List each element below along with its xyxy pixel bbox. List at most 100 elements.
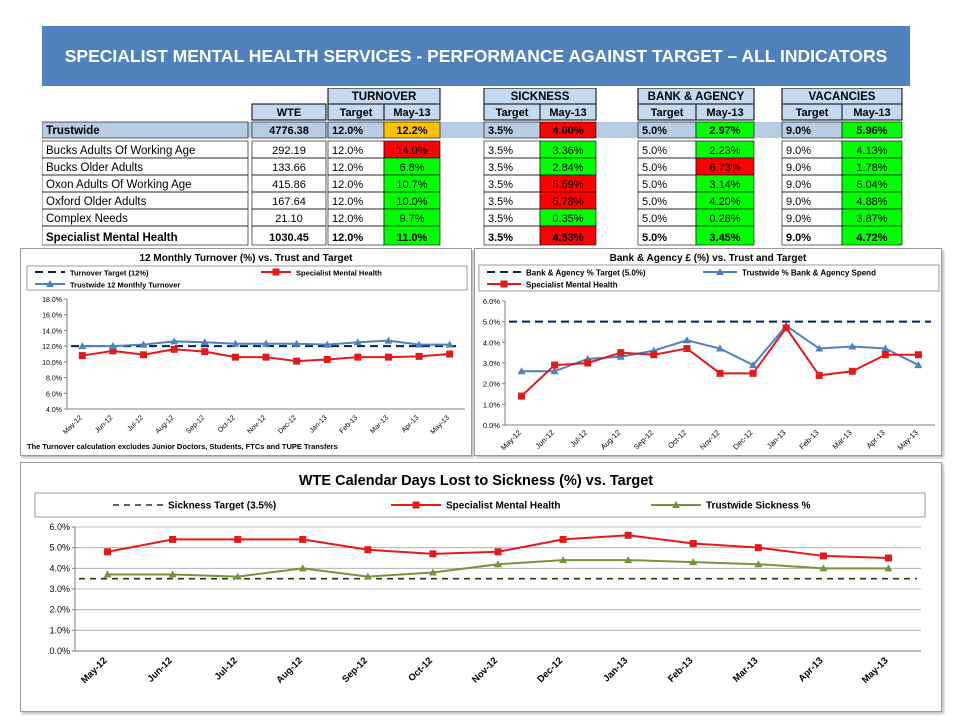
data-point: [517, 367, 526, 375]
row-label: Trustwide: [46, 125, 100, 137]
data-point: [354, 353, 362, 361]
sub-header-label: May-13: [706, 107, 743, 119]
table-value: 2.97%: [709, 125, 740, 137]
bank-agency-chart: Bank & Agency £ (%) vs. Trust and Target…: [478, 253, 940, 452]
y-tick-label: 4.0%: [46, 407, 62, 414]
sub-header-label: Target: [340, 107, 373, 119]
x-tick-label: Jul-12: [127, 414, 146, 433]
y-tick-label: 8.0%: [46, 376, 62, 383]
table-value: 9.0%: [786, 213, 811, 225]
table-value: 0.35%: [552, 213, 583, 225]
table-value: 5.59%: [552, 179, 583, 191]
turnover-chart-panel: 12 Monthly Turnover (%) vs. Trust and Ta…: [20, 248, 472, 456]
x-tick-label: Apr-13: [796, 655, 825, 684]
y-tick-label: 0.0%: [49, 646, 70, 656]
data-point: [104, 548, 112, 556]
table-cell: [383, 121, 441, 139]
table-value: 12.0%: [332, 213, 363, 225]
data-point: [262, 339, 270, 347]
x-tick-label: Mar-13: [731, 655, 760, 684]
x-tick-label: May-13: [860, 655, 891, 686]
sub-header-cell: [251, 103, 327, 121]
table-cell: [695, 121, 755, 139]
data-point: [363, 572, 372, 580]
data-point: [494, 560, 502, 568]
table-value: 133.66: [272, 162, 306, 174]
row-label: Oxon Adults Of Working Age: [46, 179, 192, 191]
data-point: [78, 352, 86, 360]
data-point: [494, 548, 502, 556]
table-value: 9.0%: [786, 162, 811, 174]
table-value: 3.5%: [488, 232, 513, 244]
data-point: [415, 340, 424, 348]
sub-header-cell: [383, 103, 441, 121]
table-value: 4.13%: [856, 145, 887, 157]
data-point: [140, 351, 148, 359]
x-tick-label: Jun-12: [533, 428, 556, 451]
table-value: 21.10: [275, 213, 303, 225]
y-tick-label: 1.0%: [49, 625, 70, 635]
x-tick-label: Dec-12: [277, 414, 298, 435]
table-cell: [42, 121, 249, 139]
data-point: [108, 342, 117, 350]
x-tick-label: Dec-12: [535, 655, 565, 685]
sickness-chart: WTE Calendar Days Lost to Sickness (%) v…: [34, 473, 926, 686]
y-tick-label: 6.0%: [49, 522, 70, 532]
chart-title: Bank & Agency £ (%) vs. Trust and Target: [610, 253, 807, 264]
table-cell: [539, 225, 597, 246]
group-header-label: TURNOVER: [352, 91, 417, 103]
data-point: [233, 572, 242, 580]
legend-label: Turnover Target (12%): [70, 269, 149, 278]
table-value: 1.78%: [856, 162, 887, 174]
table-value: 3.14%: [709, 179, 740, 191]
x-tick-label: Oct-12: [666, 428, 688, 450]
x-tick-label: Oct-12: [217, 414, 237, 434]
table-value: 5.96%: [856, 125, 887, 137]
data-point: [168, 570, 177, 578]
table-value: 12.0%: [332, 196, 363, 208]
x-tick-label: Feb-13: [797, 428, 820, 451]
data-point: [500, 280, 508, 288]
data-point: [231, 353, 239, 361]
legend-box: [34, 492, 926, 518]
table-value: 415.86: [272, 179, 306, 191]
page-title: SPECIALIST MENTAL HEALTH SERVICES - PERF…: [42, 26, 910, 86]
data-point: [364, 546, 372, 554]
data-point: [429, 550, 437, 558]
x-tick-label: May-12: [62, 414, 84, 436]
x-tick-label: Jun-12: [145, 655, 174, 684]
data-point: [234, 535, 242, 543]
x-tick-label: Mar-13: [831, 428, 854, 451]
x-tick-label: Aug-12: [599, 428, 622, 451]
data-point: [754, 544, 762, 552]
data-point: [170, 337, 179, 345]
sub-header-cell: [841, 103, 903, 121]
x-tick-label: Apr-13: [865, 428, 887, 450]
data-point: [683, 345, 691, 353]
x-tick-label: Nov-12: [246, 414, 267, 435]
chart-title: 12 Monthly Turnover (%) vs. Trust and Ta…: [140, 253, 354, 264]
data-point: [617, 349, 625, 357]
sub-header-label: May-13: [853, 107, 890, 119]
row-label: Bucks Adults Of Working Age: [46, 145, 195, 157]
table-cell: [42, 225, 249, 246]
table-cell: [841, 225, 903, 246]
y-tick-label: 4.0%: [49, 563, 70, 573]
table-cell: [841, 121, 903, 139]
chart-title: WTE Calendar Days Lost to Sickness (%) v…: [299, 473, 653, 489]
turnover-chart: 12 Monthly Turnover (%) vs. Trust and Ta…: [26, 253, 468, 451]
legend-box: [26, 265, 468, 291]
data-point: [650, 351, 658, 359]
x-tick-label: Jan-13: [601, 655, 630, 684]
sub-header-cell: [539, 103, 597, 121]
y-tick-label: 12.0%: [42, 344, 62, 351]
group-header-label: BANK & AGENCY: [648, 91, 745, 103]
data-point: [103, 570, 112, 578]
data-point: [749, 369, 757, 377]
data-point: [201, 348, 209, 356]
table-value: 3.45%: [709, 232, 740, 244]
x-tick-label: Apr-13: [401, 414, 421, 434]
table-value: 10.0%: [396, 196, 427, 208]
data-point: [323, 340, 332, 348]
data-point: [848, 342, 857, 350]
